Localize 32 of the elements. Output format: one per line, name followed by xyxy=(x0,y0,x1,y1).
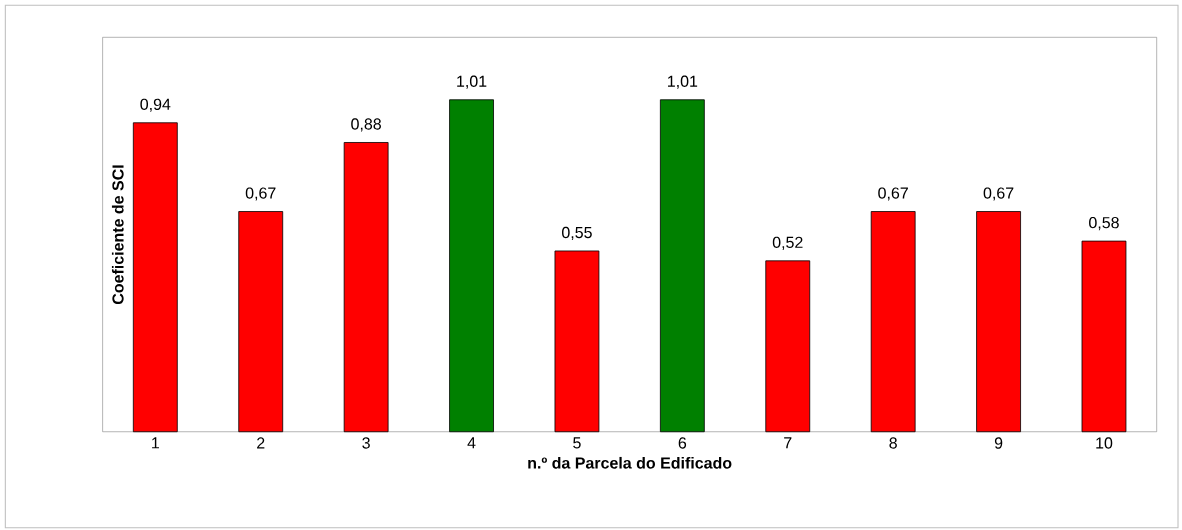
bar xyxy=(238,210,284,432)
bar xyxy=(976,210,1021,432)
x-tick-label: 6 xyxy=(678,437,687,449)
data-label: 0,52 xyxy=(772,236,803,250)
x-tick-label: 3 xyxy=(362,437,370,449)
bar xyxy=(659,99,705,432)
y-axis-title: Coeficiente de SCI xyxy=(111,165,124,304)
bar xyxy=(1081,240,1127,432)
bar xyxy=(870,210,916,432)
data-label: 1,01 xyxy=(668,75,698,89)
data-label: 0,58 xyxy=(1089,216,1119,230)
data-label: 0,88 xyxy=(351,118,381,132)
data-label: 0,67 xyxy=(245,187,276,201)
bar xyxy=(132,122,178,432)
x-tick-label: 8 xyxy=(889,437,897,449)
bar xyxy=(343,141,389,432)
x-axis-title: n.º da Parcela do Edificado xyxy=(528,456,732,469)
bar xyxy=(449,99,494,432)
bar xyxy=(765,260,811,432)
data-label: 1,01 xyxy=(457,75,487,89)
data-label: 0,55 xyxy=(562,226,592,240)
x-tick-label: 7 xyxy=(784,437,792,449)
x-tick-label: 4 xyxy=(467,437,476,449)
data-label: 0,67 xyxy=(983,187,1014,201)
x-tick-label: 9 xyxy=(994,437,1003,449)
x-tick-label: 10 xyxy=(1096,437,1113,449)
x-tick-label: 5 xyxy=(573,437,581,449)
bar xyxy=(554,250,600,432)
x-tick-label: 2 xyxy=(257,437,265,449)
x-tick-label: 1 xyxy=(152,437,159,449)
data-label: 0,94 xyxy=(140,98,171,112)
data-label: 0,67 xyxy=(878,187,908,201)
